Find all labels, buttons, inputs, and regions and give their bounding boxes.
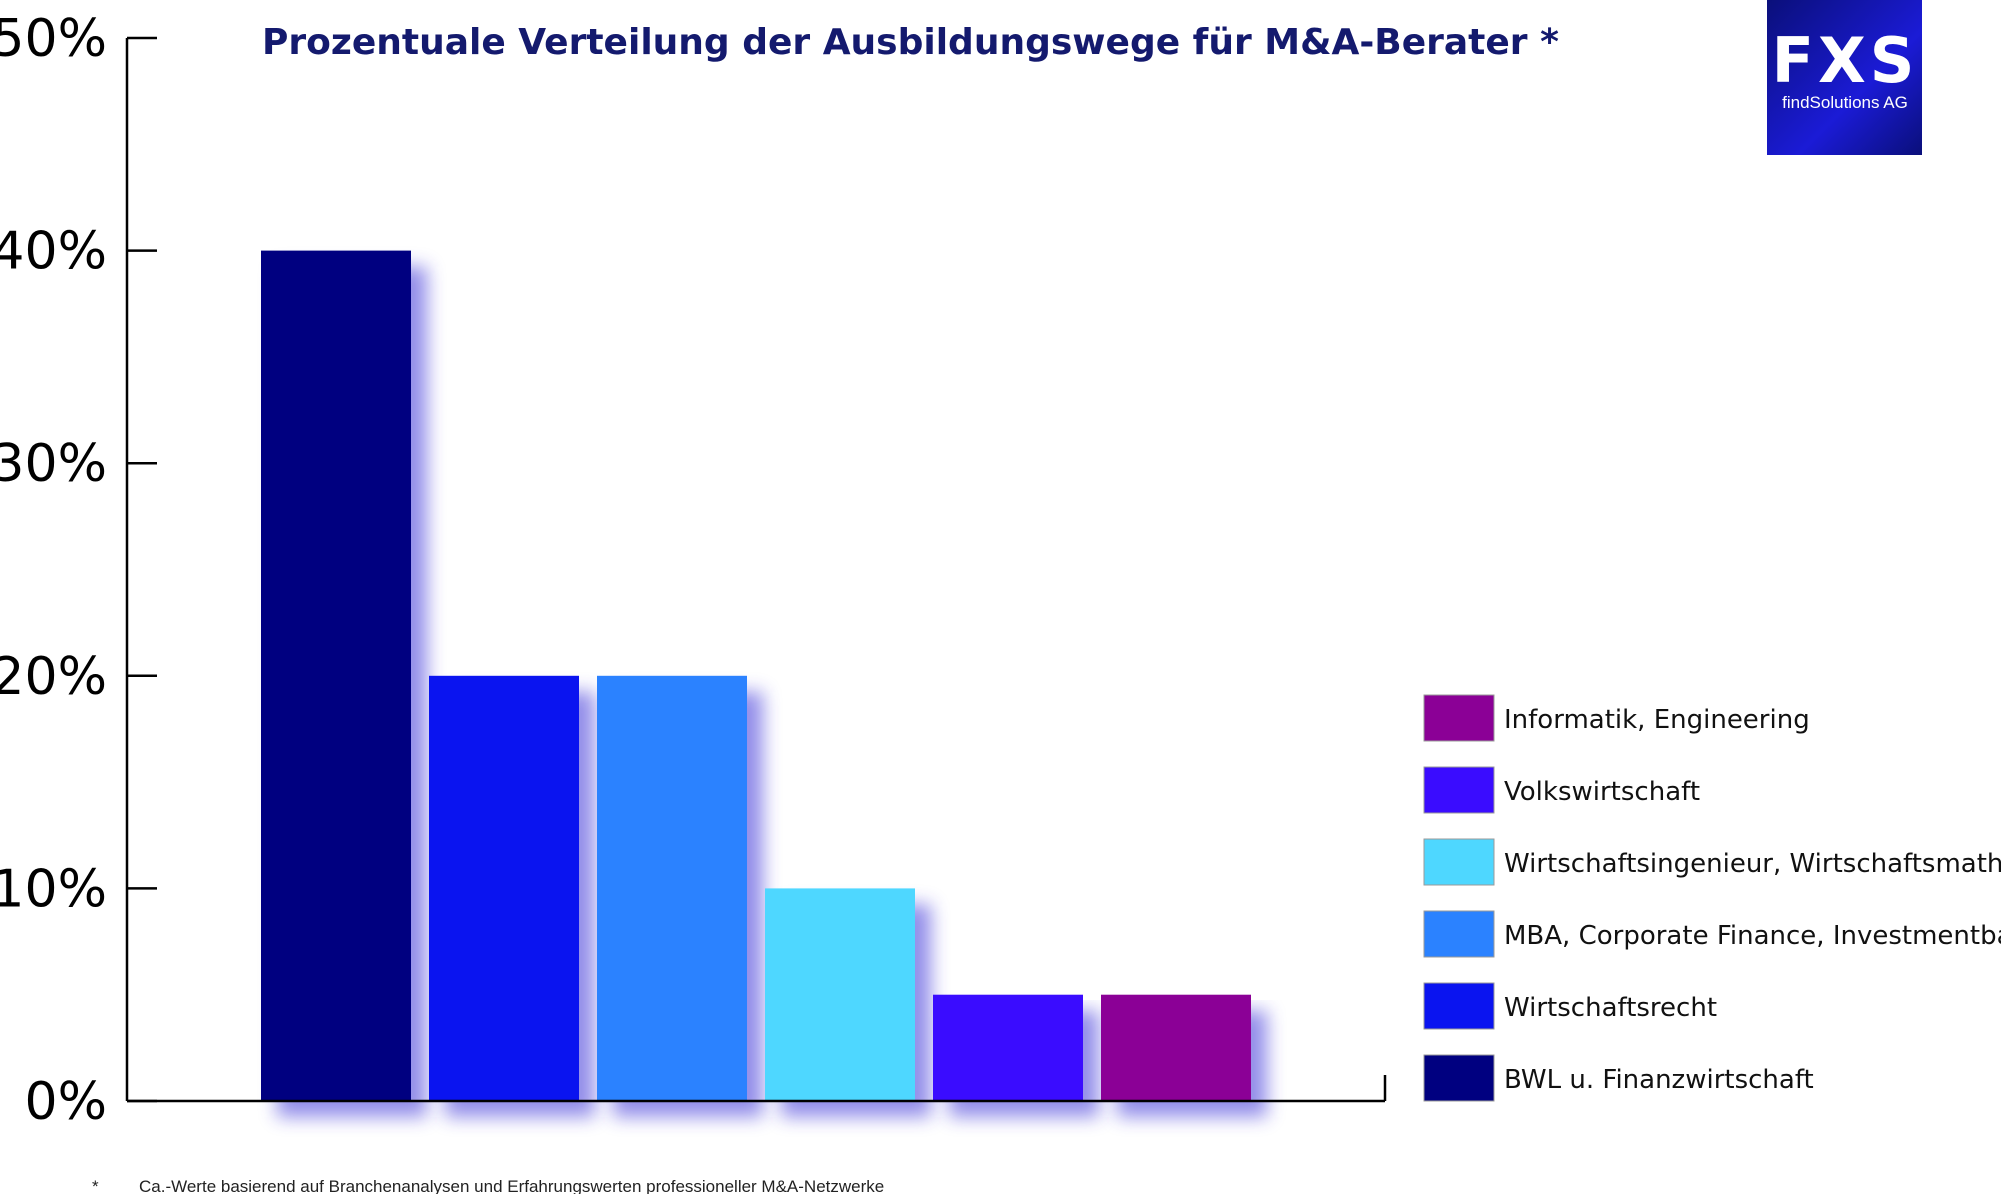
y-tick-label: 30% [0,434,107,494]
y-tick-label: 20% [0,647,107,707]
footnote-marker: * [92,1177,99,1194]
bar-4 [765,888,915,1101]
legend-swatch [1423,766,1495,814]
y-tick-label: 0% [25,1072,108,1132]
axes [125,38,1387,1103]
bars [261,250,1251,1102]
bar-5 [933,994,1083,1101]
logo-company-name: findSolutions AG [1782,93,1908,112]
fxs-logo: FXS findSolutions AG [1767,0,1922,155]
y-axis-ticks: 0% 10% 20% 30% 40% 50% [0,9,157,1132]
chart-title: Prozentuale Verteilung der Ausbildungswe… [262,22,1559,63]
legend-swatch [1423,910,1495,958]
legend-swatch [1423,838,1495,886]
y-tick-label: 10% [0,859,107,919]
bar-2 [429,675,579,1101]
legend-label: Volkswirtschaft [1504,777,1700,807]
legend-swatch [1423,1054,1495,1102]
bar-1 [261,250,411,1102]
legend-label: Wirtschaftsingenieur, Wirtschaftsmathema… [1504,849,2001,879]
footnote-text: Ca.-Werte basierend auf Branchenanalysen… [139,1177,884,1194]
logo-background [1767,0,1922,155]
legend-label: MBA, Corporate Finance, Investmentbankin… [1504,921,2001,951]
logo-mark: FXS [1772,24,1919,97]
legend-label: Informatik, Engineering [1504,705,1810,735]
bar-3 [597,675,747,1101]
bar-6 [1101,994,1251,1101]
legend-swatch [1423,694,1495,742]
y-tick-label: 50% [0,9,107,69]
legend-label: BWL u. Finanzwirtschaft [1504,1065,1814,1095]
legend-swatch [1423,982,1495,1030]
y-tick-label: 40% [0,222,107,282]
legend-label: Wirtschaftsrecht [1504,993,1717,1023]
legend: Informatik, Engineering Volkswirtschaft Wi… [1423,694,2001,1102]
